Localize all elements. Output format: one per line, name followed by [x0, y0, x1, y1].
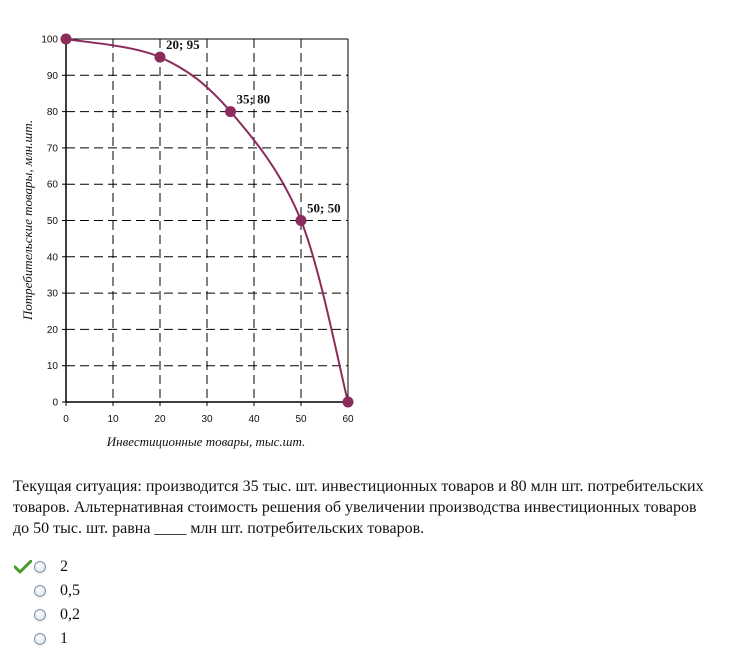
y-tick-label: 70: [47, 143, 59, 154]
y-tick-label: 60: [47, 180, 59, 191]
check-mark-icon: [14, 560, 32, 574]
answer-option[interactable]: 0,5: [14, 579, 80, 603]
x-tick-label: 0: [63, 414, 69, 425]
check-slot: [14, 583, 34, 599]
tick-labels: 0 10 20 30 40 50 60 70 80 90 100 0 10 20 30 40 50 60: [41, 35, 354, 426]
x-tick-label: 20: [154, 414, 166, 425]
x-tick-label: 10: [107, 414, 119, 425]
y-tick-label: 30: [47, 289, 59, 300]
y-tick-label: 100: [41, 35, 58, 46]
axes: [62, 38, 349, 406]
answer-option[interactable]: 0,2: [14, 603, 80, 627]
check-slot: [14, 607, 34, 623]
ppf-chart: 0 10 20 30 40 50 60 70 80 90 100 0 10 20 30 40 50 60 20; …: [20, 33, 354, 449]
data-point: [154, 51, 166, 63]
option-label: 1: [60, 630, 68, 647]
y-tick-label: 40: [47, 252, 59, 263]
radio-button[interactable]: [34, 609, 46, 621]
y-tick-label: 80: [47, 107, 59, 118]
radio-button[interactable]: [34, 633, 46, 645]
data-points: [60, 33, 354, 408]
option-label: 2: [60, 558, 68, 575]
y-tick-label: 0: [52, 398, 58, 409]
y-tick-label: 50: [47, 216, 59, 227]
data-point: [295, 215, 307, 226]
radio-button[interactable]: [34, 585, 46, 597]
data-point: [225, 106, 236, 118]
data-point-label: 35; 80: [237, 92, 271, 107]
x-axis-title: Инвестиционные товары, тыс.шт.: [106, 434, 306, 449]
data-point: [342, 396, 354, 408]
radio-button[interactable]: [34, 561, 46, 573]
option-label: 0,2: [60, 606, 80, 623]
y-tick-label: 90: [47, 71, 59, 82]
answer-options: 2 0,5 0,2 1: [14, 555, 80, 651]
x-tick-label: 60: [342, 414, 354, 425]
x-tick-label: 50: [295, 414, 307, 425]
ppf-curve-group: [65, 38, 349, 403]
x-tick-label: 30: [201, 414, 213, 425]
option-label: 0,5: [60, 582, 80, 599]
data-point: [60, 33, 72, 45]
ppf-curve: [65, 38, 349, 403]
x-tick-label: 40: [248, 414, 260, 425]
y-axis-title: Потребительские товары, млн.шт.: [20, 120, 35, 321]
check-slot: [14, 631, 34, 647]
data-point-label: 50; 50: [307, 201, 341, 216]
data-point-label: 20; 95: [166, 37, 200, 52]
check-slot: [14, 559, 34, 575]
answer-option[interactable]: 2: [14, 555, 80, 579]
y-tick-label: 20: [47, 325, 59, 336]
y-tick-label: 10: [47, 361, 59, 372]
answer-option[interactable]: 1: [14, 627, 80, 651]
point-labels: 20; 95 35; 80 50; 50: [166, 37, 341, 215]
question-text: Текущая ситуация: производится 35 тыс. ш…: [13, 478, 704, 537]
